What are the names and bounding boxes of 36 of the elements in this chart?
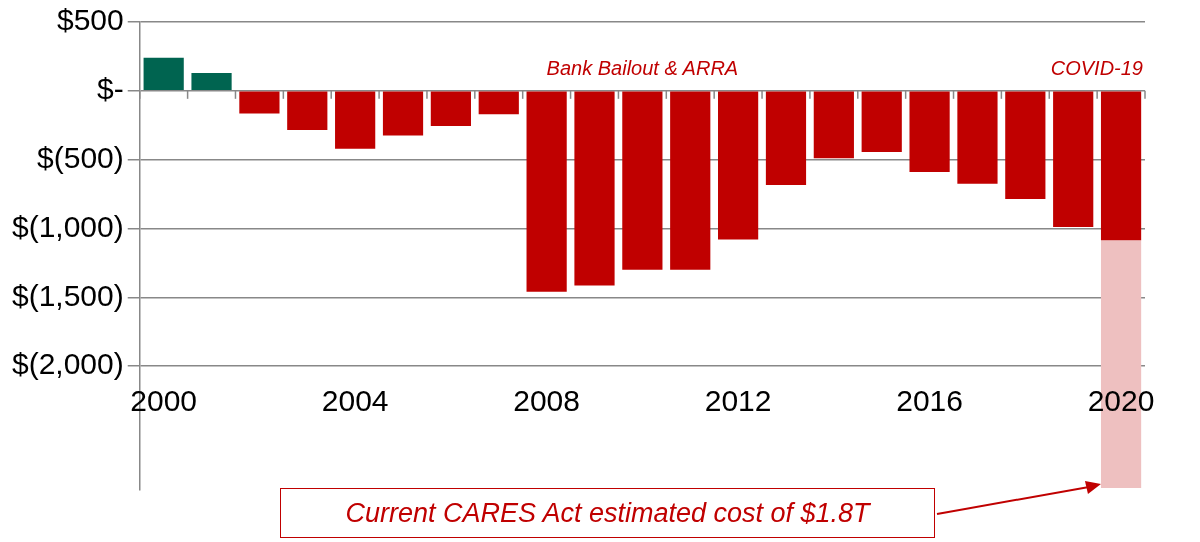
x-tick-label: 2008 (513, 384, 580, 418)
bar (1100, 91, 1142, 241)
bar (1053, 91, 1094, 228)
y-tick-label: $(2,000) (11, 347, 124, 381)
bar (957, 91, 998, 184)
bar (478, 91, 519, 115)
annotation: Bank Bailout & ARRA (546, 56, 739, 79)
bar (382, 91, 424, 136)
x-tick-label: 2016 (896, 384, 963, 418)
y-tick-label: $(500) (37, 140, 124, 174)
bar (526, 91, 567, 292)
x-tick-label: 2012 (704, 384, 772, 418)
y-tick-label: $(1,000) (11, 209, 124, 243)
y-tick-label: $(1,500) (11, 278, 124, 312)
x-tick-label: 2004 (321, 384, 389, 418)
bar (813, 91, 854, 159)
bar (335, 91, 376, 149)
annotation: COVID-19 (1050, 56, 1143, 79)
bar (574, 91, 615, 286)
bar (861, 91, 902, 153)
bar (430, 91, 471, 126)
y-tick-label: $- (97, 72, 124, 106)
bar (909, 91, 950, 173)
x-tick-label: 2020 (1087, 384, 1155, 418)
bar (1005, 91, 1046, 199)
bar (143, 57, 184, 91)
bar (718, 91, 759, 240)
x-tick-label: 2000 (130, 384, 198, 418)
bar (670, 91, 711, 270)
bar (239, 91, 280, 114)
callout-box: Current CARES Act estimated cost of $1.8T (280, 488, 935, 538)
bar (191, 72, 232, 91)
bar (765, 91, 807, 186)
bar (622, 91, 663, 270)
bar (287, 91, 328, 131)
y-tick-label: $500 (56, 3, 124, 37)
